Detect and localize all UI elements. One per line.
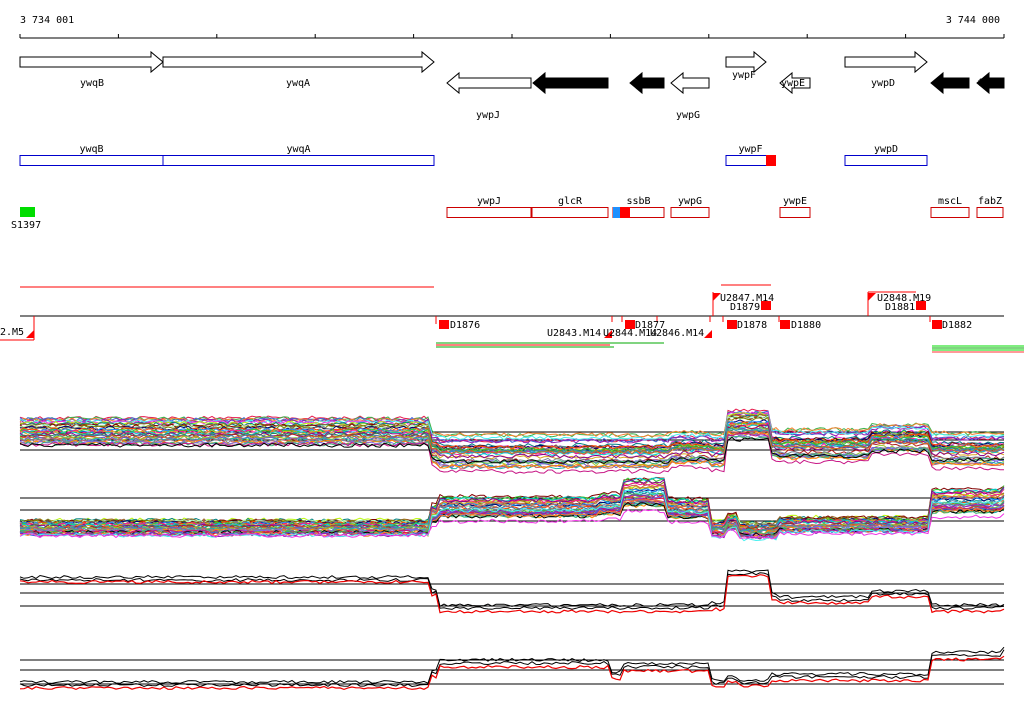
coord-end: 3 744 000 <box>946 15 1000 26</box>
gene-label: glcR <box>557 78 582 89</box>
segment-label: D1880 <box>791 320 821 331</box>
cds-label: ywpF <box>738 144 762 155</box>
feature-label: S1397 <box>11 220 41 231</box>
cds-box-minus <box>446 207 532 218</box>
segment-label: U2848.M19 <box>877 293 931 304</box>
expression-series <box>19 427 1005 453</box>
gene-arrow <box>670 71 710 95</box>
feature-marker <box>20 207 35 217</box>
segment-label: U2844.M14 <box>603 328 657 339</box>
expression-series <box>19 480 1005 529</box>
gene-label: fabZ <box>977 78 1001 89</box>
cds-label: ywpG <box>678 196 702 207</box>
segment-label: D1882 <box>942 320 972 331</box>
gene-arrow <box>930 71 970 95</box>
expression-series <box>19 422 1004 453</box>
summary-series-black <box>19 649 1005 688</box>
summary-series-black <box>19 572 1005 611</box>
segment-marker <box>916 301 926 310</box>
gene-label: ywqA <box>286 78 310 89</box>
expression-series <box>19 432 1004 474</box>
coord-start: 3 734 001 <box>20 15 74 26</box>
cds-label: ywpJ <box>477 196 501 207</box>
segment-marker <box>439 320 449 329</box>
cds-box-plus <box>162 155 435 166</box>
cds-label: ssbB <box>626 196 650 207</box>
cds-box-minus <box>930 207 970 218</box>
gene-arrow <box>19 50 164 74</box>
gene-arrow <box>725 50 767 74</box>
segment-flag <box>704 330 712 338</box>
expression-series <box>19 412 1005 438</box>
expression-series <box>19 493 1005 540</box>
gene-arrow <box>629 71 665 95</box>
segmentation-track: 2.M5 D1876 U2843.M14 U2844.M14D1877U2846.M1… <box>0 284 1024 353</box>
expression-series <box>19 509 1005 540</box>
segment-flag <box>868 293 876 301</box>
gene-track: ywqB ywqA ywpJ glcR ssbB ywpG ywpF ywpE ywpD mscL… <box>19 50 1005 121</box>
cds-label: fabZ <box>978 196 1002 207</box>
segment-marker <box>625 320 635 329</box>
expression-series <box>19 436 1005 465</box>
summary-series-black <box>19 569 1005 608</box>
segment-marker <box>780 320 790 329</box>
expression-series <box>19 429 1005 455</box>
cds-box-minus <box>779 207 811 218</box>
cds-marker <box>766 155 776 166</box>
gene-label: mscL <box>935 78 959 89</box>
expression-series <box>19 430 1005 469</box>
segment-label: U2846.M14 <box>650 328 704 339</box>
segment-label: D1877 <box>635 320 665 331</box>
gene-arrow <box>976 71 1005 95</box>
segment-marker <box>761 301 771 310</box>
summary-series-red <box>19 655 1005 691</box>
gene-label: ywpE <box>781 78 805 89</box>
gene-label: ywqB <box>80 78 104 89</box>
coordinate-ruler: 3 734 001 3 744 000 <box>19 15 1005 39</box>
gene-label: ywpG <box>676 110 700 121</box>
segment-label: D1879 <box>730 302 760 313</box>
cds-box-plus <box>844 155 928 166</box>
segment-flag <box>713 293 721 301</box>
gene-arrow <box>446 71 532 95</box>
gene-arrow <box>532 71 609 95</box>
expression-tracks <box>19 408 1005 691</box>
gene-arrow <box>779 71 811 95</box>
expression-series <box>19 489 1005 542</box>
cds-box-minus <box>976 207 1004 218</box>
summary-series-black <box>19 646 1005 685</box>
gene-label: ssbB <box>634 78 658 89</box>
cds-label: glcR <box>558 196 583 207</box>
gene-label: ywpF <box>732 70 756 81</box>
segment-flag <box>26 330 34 338</box>
segment-label: 2.M5 <box>0 327 24 338</box>
cds-label: ywpE <box>783 196 807 207</box>
cds-box-minus <box>531 207 609 218</box>
segment-marker <box>727 320 737 329</box>
segment-marker <box>932 320 942 329</box>
expression-series <box>19 478 1005 533</box>
cds-label: mscL <box>938 196 962 207</box>
cds-marker <box>613 207 620 218</box>
gene-label: ywpD <box>871 78 895 89</box>
gene-arrow <box>844 50 928 74</box>
cds-label: ywqB <box>79 144 103 155</box>
segment-label: D1878 <box>737 320 767 331</box>
cds-box-minus <box>670 207 710 218</box>
segment-label: D1881 <box>885 302 915 313</box>
segment-flag <box>604 330 612 338</box>
cds-marker <box>620 207 630 218</box>
segment-label: D1876 <box>450 320 480 331</box>
cds-label: ywqA <box>286 144 310 155</box>
gene-arrow <box>162 50 435 74</box>
gene-label: ywpJ <box>476 110 500 121</box>
segment-label: U2847.M14 <box>720 293 774 304</box>
cds-box-plus <box>19 155 164 166</box>
cds-label: ywpD <box>874 144 898 155</box>
cds-track: ywqB ywqA ywpF ywpD ywpJ glcR ssbB ywpG ywpE mscL… <box>11 144 1004 231</box>
segment-label: U2843.M14 <box>547 328 601 339</box>
summary-series-red <box>19 574 1005 614</box>
